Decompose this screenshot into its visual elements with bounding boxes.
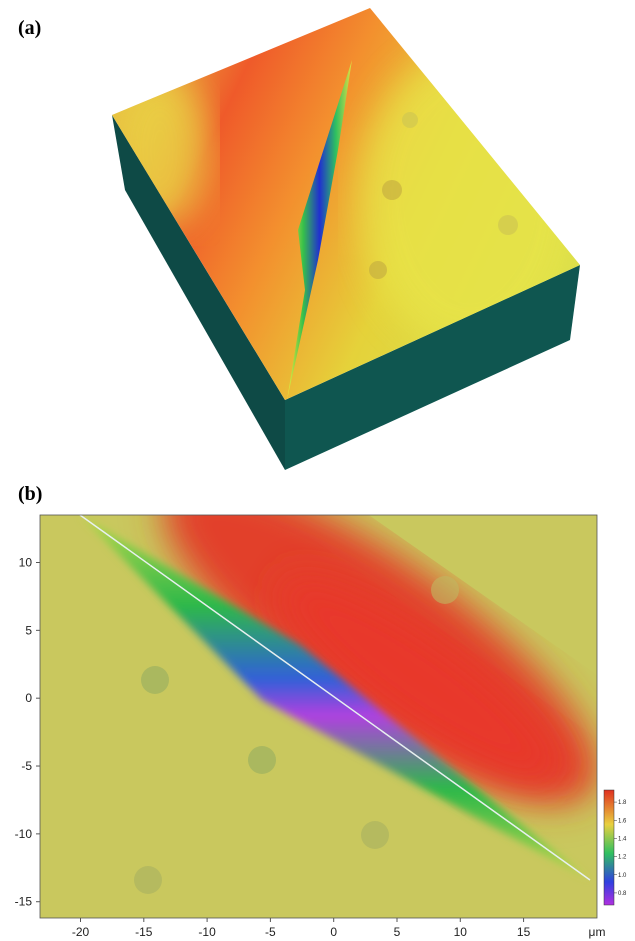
colorbar-tick-label: 0.8 [618,891,627,897]
panel-label: (a) [18,17,41,39]
y-tick-label: -15 [15,895,33,909]
panel-label: (b) [18,483,42,505]
y-tick-label: -10 [15,827,33,841]
x-tick-label: 10 [454,925,468,939]
x-tick-label: -5 [265,925,276,939]
x-unit: μm [589,925,606,939]
colorbar-tick-label: 1.0 [618,873,627,879]
colorbar-tick-label: 1.2 [618,855,627,861]
colorbar-tick-label: 1.8 [618,800,627,806]
surface-3d [112,8,580,470]
y-tick-label: 10 [19,555,33,569]
heightmap [39,514,598,919]
colorbar-tick-label: 1.6 [618,818,627,824]
x-tick-label: 5 [394,925,401,939]
x-tick-label: 0 [330,925,337,939]
x-tick-label: -15 [135,925,153,939]
colorbar [603,789,615,906]
y-tick-label: 5 [25,623,32,637]
x-tick-label: -10 [198,925,216,939]
x-tick-label: 15 [517,925,531,939]
x-tick-label: -20 [72,925,90,939]
colorbar-tick-label: 1.4 [618,836,627,842]
y-tick-label: 0 [25,691,32,705]
y-tick-label: -5 [21,759,32,773]
